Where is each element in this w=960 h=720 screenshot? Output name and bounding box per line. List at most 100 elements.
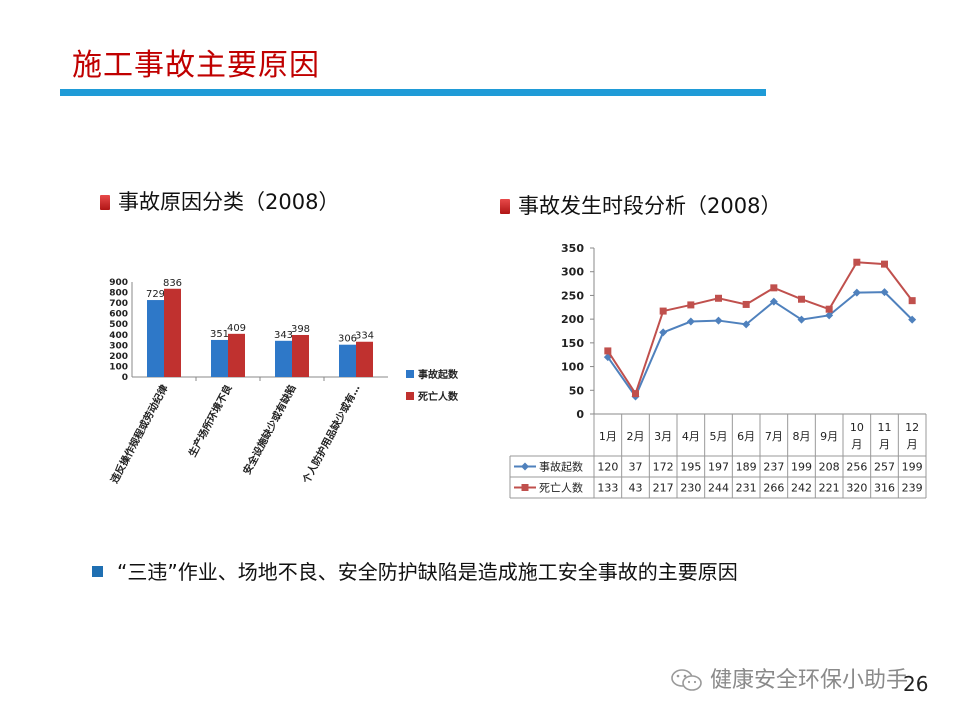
page-number: 26	[903, 672, 929, 696]
table-cell-value: 230	[680, 482, 701, 495]
x-category-label: 3月	[654, 430, 672, 443]
conclusion-bullet: “三违”作业、场地不良、安全防护缺陷是造成施工安全事故的主要原因	[92, 556, 738, 585]
y-tick-label: 300	[561, 266, 584, 279]
watermark-text: 健康安全环保小助手	[710, 668, 909, 693]
legend-label: 事故起数	[418, 368, 459, 381]
y-tick-label: 0	[122, 373, 128, 383]
legend-swatch	[406, 392, 414, 400]
data-point	[687, 301, 695, 309]
data-point	[852, 288, 861, 297]
y-tick-label: 100	[561, 361, 584, 374]
bar-data-label: 836	[163, 278, 182, 289]
bar	[164, 288, 181, 377]
title-underline	[60, 89, 766, 96]
bar-data-label: 343	[274, 330, 293, 341]
y-tick-label: 500	[109, 320, 128, 330]
x-category-label: 10	[850, 421, 864, 434]
data-point	[797, 315, 806, 324]
table-cell-value: 172	[653, 461, 674, 474]
bar-data-label: 306	[338, 334, 357, 345]
data-point	[715, 294, 722, 302]
x-category-label: 5月	[710, 430, 728, 443]
bar-data-label: 334	[355, 331, 374, 342]
bar-data-label: 398	[291, 324, 310, 335]
table-cell-value: 43	[629, 482, 643, 495]
bar-data-label: 351	[210, 329, 229, 340]
x-category-label: 9月	[820, 430, 838, 443]
slide-title: 施工事故主要原因	[72, 48, 320, 83]
x-category-label: 个人防护用品缺少或有…	[299, 382, 363, 486]
data-point	[632, 390, 639, 398]
table-cell-value: 320	[846, 482, 867, 495]
data-point	[908, 315, 917, 324]
legend-swatch	[406, 370, 414, 378]
y-tick-label: 700	[109, 299, 128, 309]
series-line	[606, 261, 913, 396]
table-cell-value: 197	[708, 461, 729, 474]
x-category-label: 月	[907, 438, 918, 451]
bullet-icon	[500, 199, 510, 214]
x-category-label: 7月	[765, 430, 783, 443]
table-cell-value: 199	[902, 461, 923, 474]
x-category-label: 12	[905, 421, 919, 434]
x-category-label: 生产场所环境不良	[186, 382, 235, 459]
table-cell-value: 221	[819, 482, 840, 495]
data-point	[825, 305, 833, 313]
y-tick-label: 0	[576, 408, 584, 421]
data-point	[742, 300, 750, 308]
data-point	[769, 297, 778, 306]
bar	[292, 334, 309, 377]
bar-data-label: 409	[227, 323, 246, 334]
data-point	[798, 295, 805, 303]
table-cell-value: 195	[680, 461, 701, 474]
y-tick-label: 900	[109, 278, 128, 288]
y-tick-label: 50	[569, 384, 585, 397]
x-category-label: 违反操作规程或劳动纪律	[108, 382, 171, 485]
table-cell-value: 37	[629, 461, 643, 474]
data-point	[770, 284, 778, 292]
table-cell-value: 257	[874, 461, 895, 474]
table-cell-value: 217	[653, 482, 674, 495]
bar	[228, 333, 245, 377]
y-tick-label: 150	[561, 337, 584, 350]
x-category-label: 11	[878, 421, 892, 434]
bar	[147, 300, 164, 377]
bullet-icon	[100, 195, 110, 210]
data-point	[659, 307, 667, 315]
data-point	[686, 317, 695, 326]
table-series-name: 死亡人数	[539, 481, 583, 495]
y-tick-label: 250	[561, 289, 584, 302]
table-cell-value: 208	[819, 461, 840, 474]
conclusion-text: “三违”作业、场地不良、安全防护缺陷是造成施工安全事故的主要原因	[117, 560, 738, 584]
left-chart-heading-text: 事故原因分类（2008）	[118, 190, 340, 214]
bar	[211, 339, 228, 377]
table-cell-value: 256	[846, 461, 867, 474]
data-point	[659, 328, 668, 337]
data-point	[881, 260, 888, 268]
right-chart-heading: 事故发生时段分析（2008）	[500, 190, 781, 220]
x-category-label: 月	[879, 438, 890, 451]
table-cell-value: 189	[736, 461, 757, 474]
data-point	[880, 288, 889, 297]
table-legend-marker	[521, 462, 529, 471]
x-category-label: 2月	[627, 430, 645, 443]
data-point	[604, 347, 612, 355]
table-cell-value: 242	[791, 482, 812, 495]
y-tick-label: 350	[561, 242, 584, 255]
legend-label: 死亡人数	[418, 390, 459, 403]
x-category-label: 1月	[599, 430, 617, 443]
table-cell-value: 199	[791, 461, 812, 474]
y-tick-label: 400	[109, 331, 128, 341]
y-tick-label: 200	[109, 352, 128, 362]
line-chart: 0 50 100 150 200 250 300 350 1月 2月 3月 4月 5月 6月 7月 8月 9月 1…	[509, 242, 927, 499]
data-point	[742, 320, 751, 329]
bar	[275, 340, 292, 377]
y-tick-label: 600	[109, 310, 128, 320]
y-tick-label: 200	[561, 313, 584, 326]
table-cell-value: 120	[597, 461, 618, 474]
square-bullet-icon	[92, 566, 103, 577]
data-point	[853, 258, 861, 266]
table-series-name: 事故起数	[539, 460, 583, 474]
